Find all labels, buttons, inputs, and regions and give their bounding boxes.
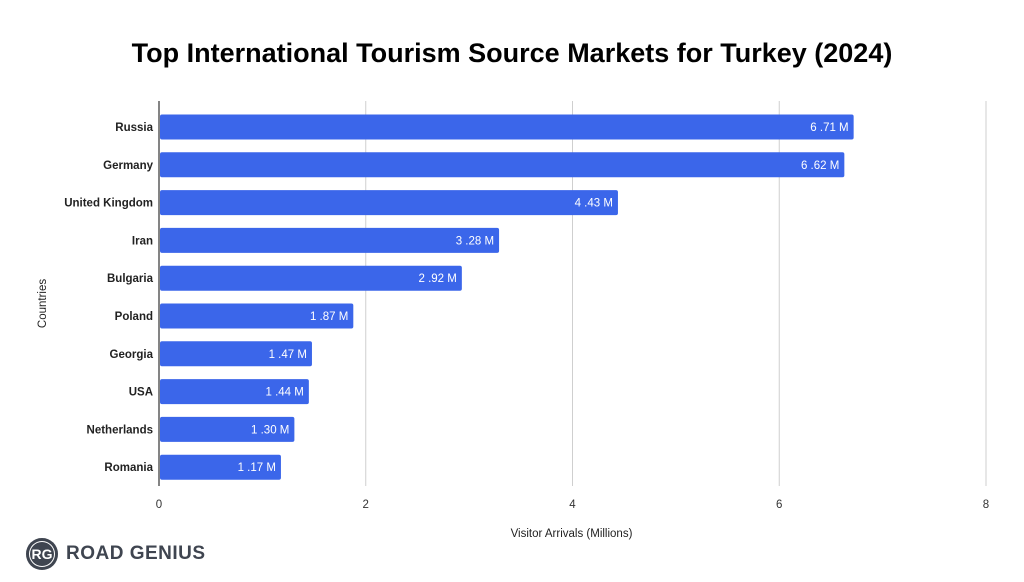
category-label: Russia <box>115 122 153 134</box>
category-label: Romania <box>104 462 153 474</box>
category-label: USA <box>129 387 153 399</box>
bar-georgia <box>160 341 312 367</box>
x-tick-label: 0 <box>156 499 162 511</box>
category-label: Germany <box>103 160 153 172</box>
bar-poland <box>160 303 354 329</box>
value-label: 1 .44 M <box>266 387 304 399</box>
value-label: 1 .17 M <box>238 462 276 474</box>
bars <box>160 114 854 480</box>
value-label: 1 .30 M <box>251 424 289 436</box>
bar-usa <box>160 379 309 405</box>
value-label: 6 .71 M <box>810 122 848 134</box>
category-label: Poland <box>115 311 153 323</box>
bar-romania <box>160 454 281 480</box>
bar-netherlands <box>160 416 295 442</box>
x-tick-label: 6 <box>776 499 782 511</box>
category-label: Iran <box>132 235 153 247</box>
logo-text: ROAD GENIUS <box>66 543 206 564</box>
bar-russia <box>160 114 854 140</box>
chart-title: Top International Tourism Source Markets… <box>131 38 893 68</box>
bar-germany <box>160 152 845 178</box>
bar-iran <box>160 227 500 253</box>
x-axis-title: Visitor Arrivals (Millions) <box>511 528 633 540</box>
category-label: Netherlands <box>87 424 153 436</box>
labels: 0 2 4 6 8 Russia 6 .71 M Germany 6 .62 M United K… <box>64 122 989 511</box>
bar-bulgaria <box>160 265 462 291</box>
value-label: 3 .28 M <box>456 235 494 247</box>
bar-united-kingdom <box>160 190 618 216</box>
value-label: 4 .43 M <box>575 198 613 210</box>
value-label: 2 .92 M <box>418 273 456 285</box>
category-label: Georgia <box>110 349 154 361</box>
y-axis-title: Countries <box>37 279 49 328</box>
logo-badge-icon: RG <box>26 538 58 570</box>
value-label: 1 .87 M <box>310 311 348 323</box>
category-label: Bulgaria <box>107 273 154 285</box>
x-tick-label: 2 <box>363 499 369 511</box>
value-label: 1 .47 M <box>269 349 307 361</box>
x-tick-label: 8 <box>983 499 989 511</box>
value-label: 6 .62 M <box>801 160 839 172</box>
x-tick-label: 4 <box>569 499 576 511</box>
category-label: United Kingdom <box>64 198 153 210</box>
road-genius-logo: RG ROAD GENIUS <box>26 537 206 571</box>
